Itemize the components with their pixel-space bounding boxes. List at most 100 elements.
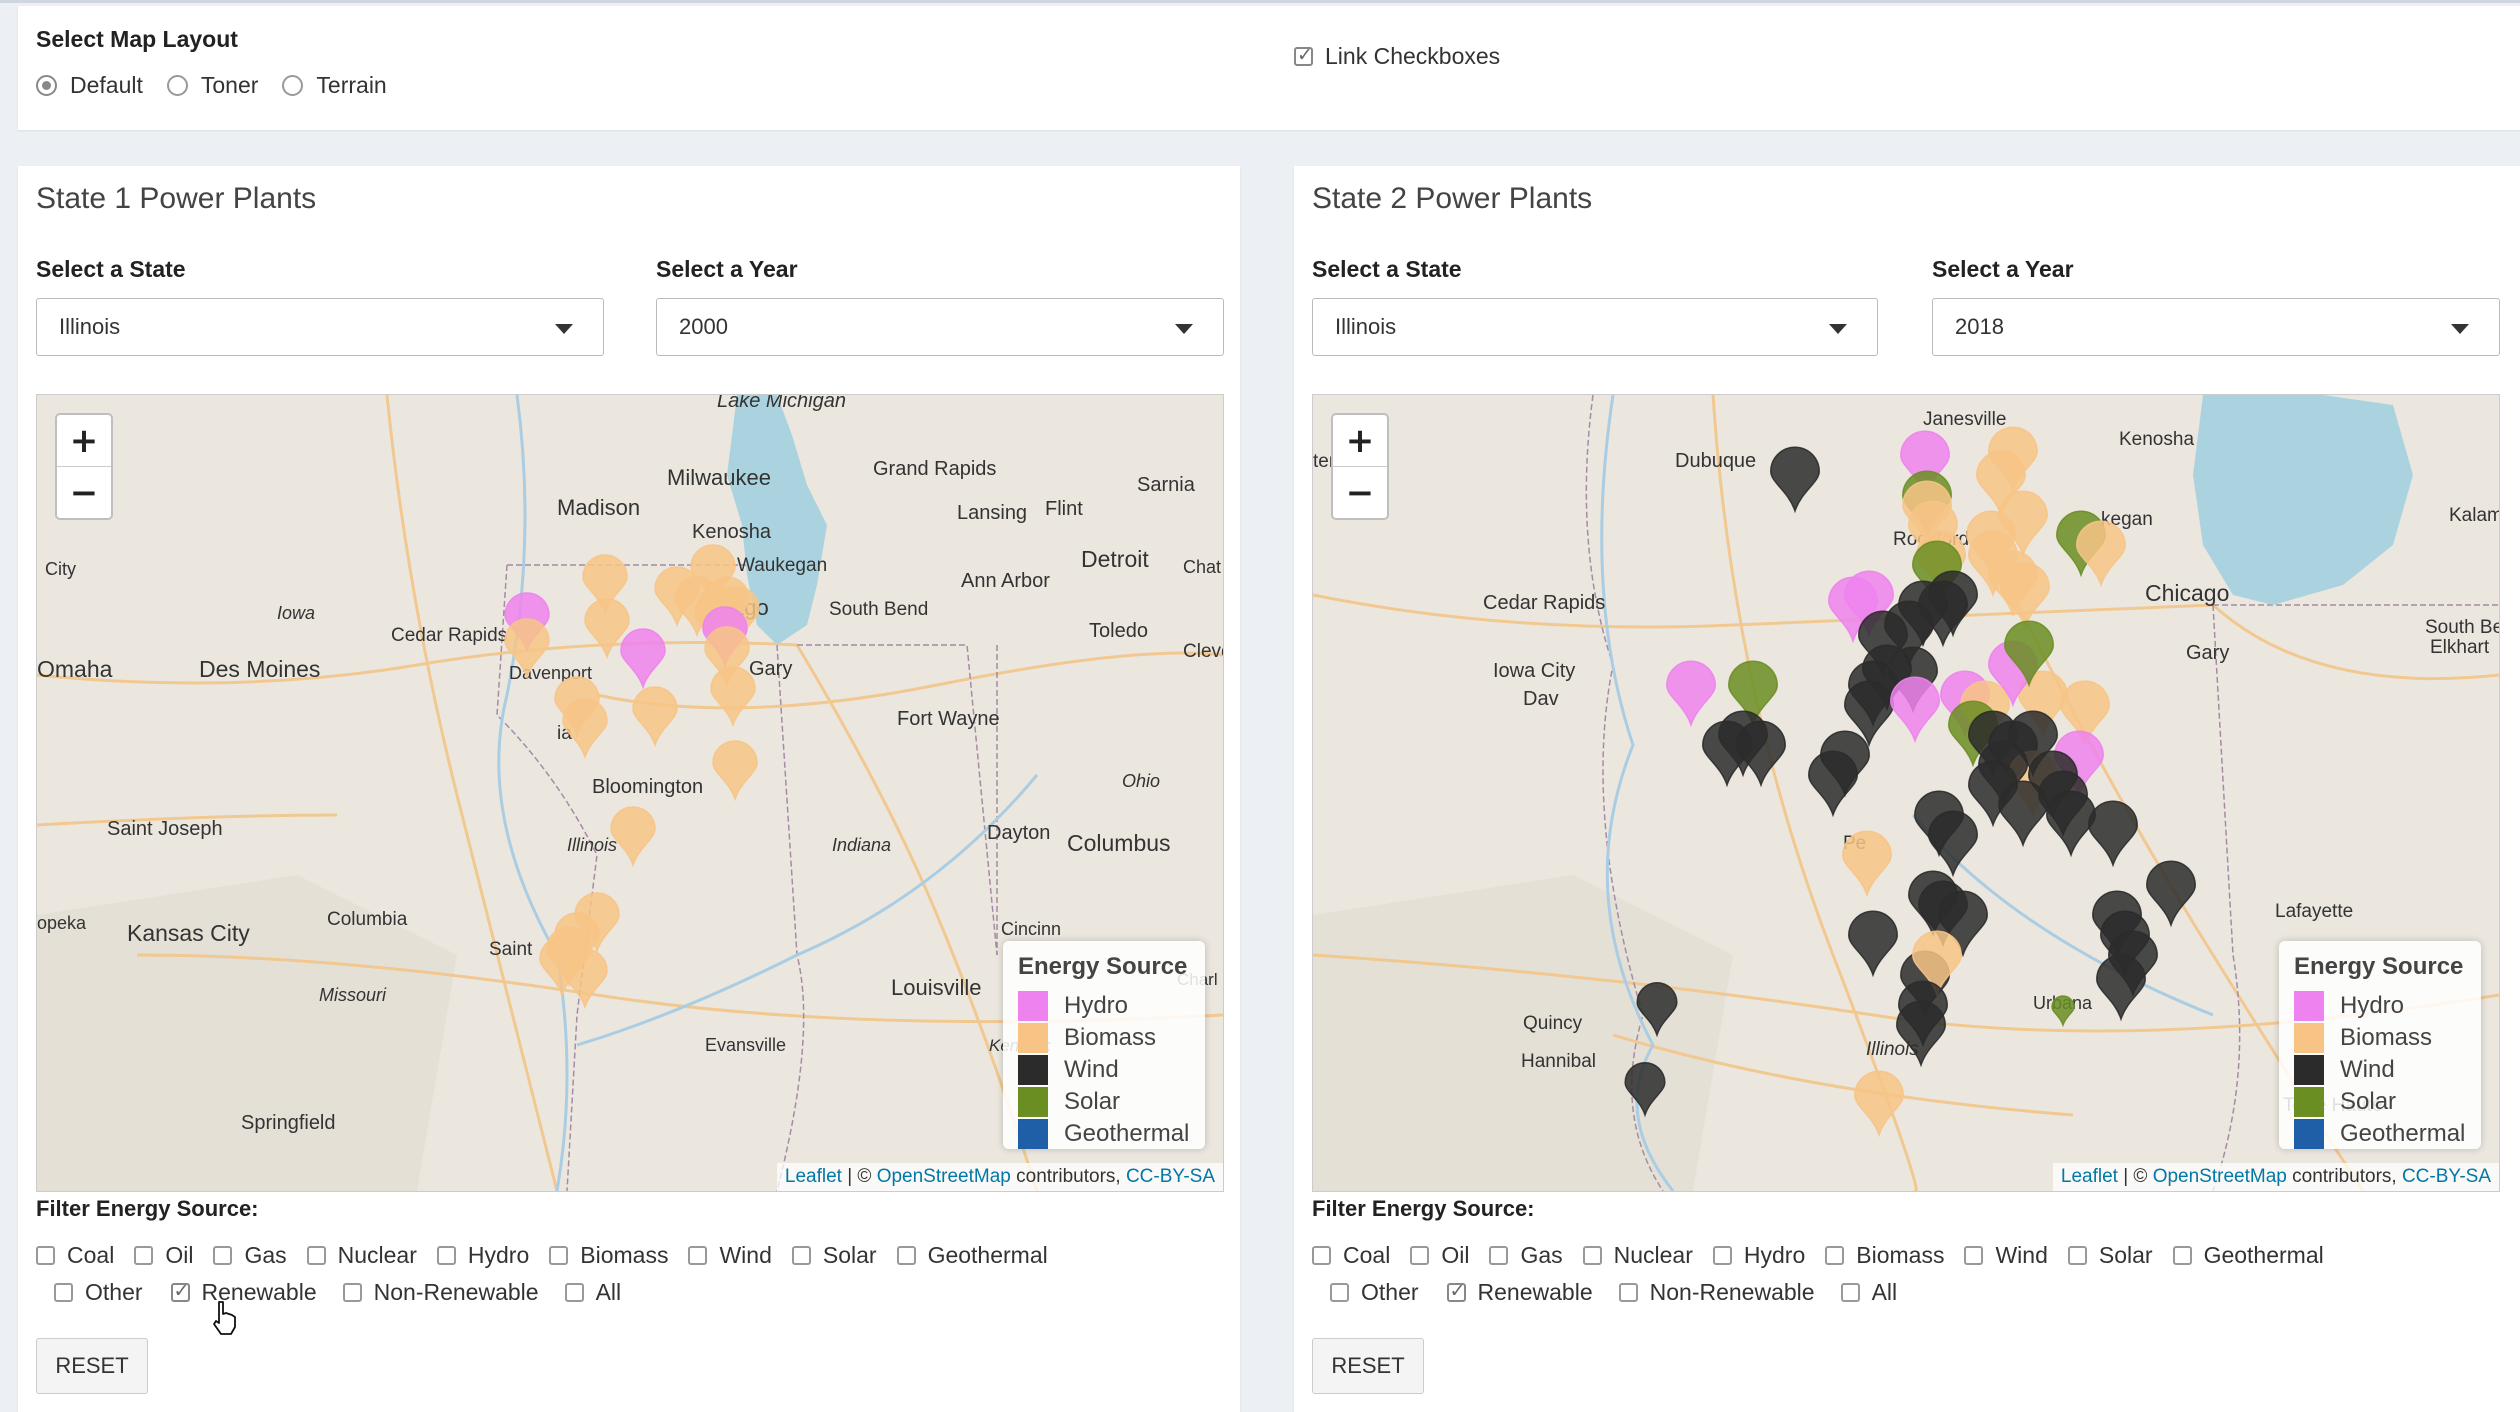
power-plant-marker[interactable] (2000, 562, 2050, 630)
power-plant-marker[interactable] (1736, 720, 1786, 788)
filter-hydro-option[interactable]: Hydro (436, 1242, 529, 1269)
filter-wind-checkbox[interactable] (688, 1246, 708, 1265)
radio-default[interactable]: Default (36, 72, 143, 99)
filter-solar-option[interactable]: Solar (2067, 1242, 2153, 1269)
power-plant-marker[interactable] (1912, 930, 1962, 998)
filter-coal-option[interactable]: Coal (1312, 1242, 1390, 1269)
filter-gas-checkbox[interactable] (213, 1246, 233, 1265)
filter-coal-checkbox[interactable] (36, 1246, 55, 1265)
reset-button[interactable]: RESET (36, 1338, 148, 1394)
filter-renewable-checkbox[interactable] (170, 1280, 190, 1302)
filter-wind-option[interactable]: Wind (1964, 1242, 2048, 1269)
power-plant-marker[interactable] (1854, 1070, 1904, 1138)
power-plant-marker[interactable] (2051, 995, 2075, 1028)
filter-renewable-checkbox[interactable] (1446, 1280, 1466, 1302)
power-plant-marker[interactable] (610, 806, 656, 868)
power-plant-marker[interactable] (539, 936, 585, 998)
power-plant-marker[interactable] (1848, 910, 1898, 978)
state2-map[interactable]: JanesvilleKenoshaterlooDubuqueRockfordke… (1312, 394, 2500, 1192)
filter-oil-checkbox[interactable] (1410, 1246, 1430, 1265)
filter-biomass-checkbox[interactable] (1825, 1246, 1845, 1265)
power-plant-marker[interactable] (2146, 860, 2196, 928)
power-plant-marker[interactable] (1666, 660, 1716, 728)
reset-button[interactable]: RESET (1312, 1338, 1424, 1394)
power-plant-marker[interactable] (1890, 676, 1940, 744)
filter-nuclear-option[interactable]: Nuclear (306, 1242, 417, 1269)
power-plant-marker[interactable] (1844, 570, 1894, 638)
radio-indicator[interactable] (36, 75, 57, 96)
filter-gas-option[interactable]: Gas (213, 1242, 287, 1269)
filter-nuclear-option[interactable]: Nuclear (1582, 1242, 1693, 1269)
power-plant-marker[interactable] (504, 618, 550, 680)
filter-renewable-option[interactable]: Renewable (170, 1279, 317, 1306)
power-plant-marker[interactable] (2096, 954, 2146, 1022)
filter-nuclear-checkbox[interactable] (306, 1246, 326, 1265)
filter-nuclear-checkbox[interactable] (1582, 1246, 1602, 1265)
power-plant-marker[interactable] (632, 686, 678, 748)
filter-solar-option[interactable]: Solar (791, 1242, 877, 1269)
power-plant-marker[interactable] (1844, 680, 1894, 748)
filter-hydro-checkbox[interactable] (1712, 1246, 1732, 1265)
power-plant-marker[interactable] (1770, 446, 1820, 514)
power-plant-marker[interactable] (1976, 450, 2026, 518)
filter-oil-option[interactable]: Oil (134, 1242, 193, 1269)
power-plant-marker[interactable] (704, 626, 750, 688)
leaflet-link[interactable]: Leaflet (784, 1166, 842, 1187)
plus-icon[interactable]: + (1345, 420, 1375, 461)
filter-oil-option[interactable]: Oil (1410, 1242, 1469, 1269)
power-plant-marker[interactable] (1858, 610, 1908, 678)
filter-other-checkbox[interactable] (54, 1283, 73, 1302)
filter-wind-checkbox[interactable] (1964, 1246, 1984, 1265)
filter-non-renewable-checkbox[interactable] (342, 1283, 362, 1302)
power-plant-marker[interactable] (1938, 890, 1988, 958)
minus-icon[interactable]: − (1333, 466, 1387, 518)
leaflet-link[interactable]: Leaflet (2060, 1166, 2118, 1187)
power-plant-marker[interactable] (1968, 760, 2018, 828)
minus-icon[interactable]: − (57, 466, 111, 518)
filter-coal-checkbox[interactable] (1312, 1246, 1331, 1265)
filter-hydro-checkbox[interactable] (436, 1246, 456, 1265)
filter-renewable-option[interactable]: Renewable (1446, 1279, 1593, 1306)
filter-geothermal-checkbox[interactable] (896, 1246, 916, 1265)
year-select[interactable]: 2018 (1932, 298, 2500, 356)
filter-geothermal-option[interactable]: Geothermal (896, 1242, 1048, 1269)
power-plant-marker[interactable] (1842, 830, 1892, 898)
osm-link[interactable]: OpenStreetMap (2152, 1166, 2287, 1187)
filter-all-checkbox[interactable] (1840, 1283, 1860, 1302)
power-plant-marker[interactable] (1636, 982, 1678, 1038)
filter-geothermal-option[interactable]: Geothermal (2172, 1242, 2324, 1269)
radio-indicator[interactable] (282, 75, 304, 96)
radio-terrain[interactable]: Terrain (282, 72, 387, 99)
filter-non-renewable-option[interactable]: Non-Renewable (342, 1279, 539, 1306)
radio-indicator[interactable] (166, 75, 188, 96)
filter-wind-option[interactable]: Wind (688, 1242, 772, 1269)
filter-biomass-option[interactable]: Biomass (1825, 1242, 1944, 1269)
filter-all-option[interactable]: All (564, 1279, 621, 1306)
filter-gas-option[interactable]: Gas (1489, 1242, 1563, 1269)
power-plant-marker[interactable] (1624, 1062, 1666, 1118)
power-plant-marker[interactable] (1900, 430, 1950, 498)
filter-oil-checkbox[interactable] (134, 1246, 154, 1265)
power-plant-marker[interactable] (620, 628, 666, 690)
filter-non-renewable-option[interactable]: Non-Renewable (1618, 1279, 1815, 1306)
power-plant-marker[interactable] (710, 666, 756, 728)
state-select[interactable]: Illinois (1312, 298, 1878, 356)
filter-biomass-option[interactable]: Biomass (549, 1242, 668, 1269)
filter-biomass-checkbox[interactable] (549, 1246, 569, 1265)
filter-gas-checkbox[interactable] (1489, 1246, 1509, 1265)
link-checkboxes-checkbox[interactable] (1294, 44, 1313, 66)
power-plant-marker[interactable] (2060, 680, 2110, 748)
filter-geothermal-checkbox[interactable] (2172, 1246, 2192, 1265)
power-plant-marker[interactable] (1898, 980, 1948, 1048)
license-link[interactable]: CC-BY-SA (2401, 1166, 2491, 1187)
filter-solar-checkbox[interactable] (791, 1246, 811, 1265)
radio-toner[interactable]: Toner (166, 72, 258, 99)
power-plant-marker[interactable] (584, 598, 630, 660)
year-select[interactable]: 2000 (656, 298, 1224, 356)
filter-other-option[interactable]: Other (54, 1279, 143, 1306)
power-plant-marker[interactable] (2004, 620, 2054, 688)
power-plant-marker[interactable] (712, 740, 758, 802)
state-select[interactable]: Illinois (36, 298, 604, 356)
power-plant-marker[interactable] (1820, 730, 1870, 798)
power-plant-marker[interactable] (562, 698, 608, 760)
